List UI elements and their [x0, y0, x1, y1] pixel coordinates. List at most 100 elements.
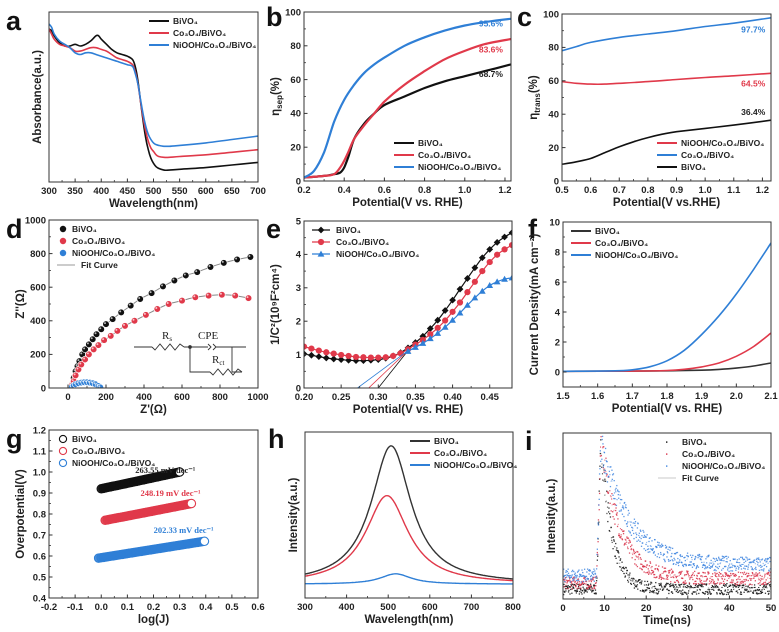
- data-point: [670, 547, 672, 549]
- data-point: [697, 572, 699, 574]
- data-point: [671, 571, 673, 573]
- data-point: [593, 587, 595, 589]
- equivalent-circuit-inset: [134, 343, 246, 376]
- data-point: [670, 568, 673, 570]
- data-point: [663, 567, 666, 569]
- data-point: [608, 507, 610, 509]
- data-point: [753, 561, 755, 564]
- panel-label: g: [6, 424, 23, 454]
- data-point: [751, 584, 753, 586]
- x-tick-label: 0.6: [584, 185, 597, 196]
- data-point: [706, 591, 709, 594]
- data-point: [751, 567, 753, 569]
- data-point: [628, 512, 630, 514]
- data-point: [570, 574, 572, 577]
- data-point: [744, 583, 746, 585]
- data-point: [575, 590, 577, 592]
- data-point: [613, 540, 615, 542]
- data-point: [686, 570, 688, 572]
- data-point-triangle: [464, 301, 471, 308]
- data-point: [735, 567, 737, 569]
- data-point: [665, 584, 667, 586]
- data-point-circle: [382, 354, 389, 361]
- data-point: [752, 574, 754, 576]
- x-tick-label: 1.8: [660, 391, 673, 402]
- data-point: [206, 263, 215, 271]
- annotation: 36.4%: [741, 107, 766, 117]
- data-point: [721, 586, 723, 589]
- legend-label: BiVO₄: [173, 16, 198, 26]
- x-tick-label: 0.5: [225, 602, 239, 613]
- data-point: [573, 584, 575, 587]
- x-tick-label: 350: [67, 186, 83, 197]
- data-point: [704, 564, 706, 567]
- data-point: [615, 542, 617, 545]
- data-point: [699, 555, 701, 558]
- data-point: [715, 557, 718, 560]
- data-point: [587, 584, 590, 586]
- data-point: [585, 583, 587, 585]
- data-point: [564, 588, 567, 590]
- cpe-element-icon: [207, 343, 217, 351]
- y-tick-label: 80: [290, 41, 301, 52]
- data-point: [768, 573, 770, 575]
- data-point: [607, 492, 609, 495]
- data-point: [568, 579, 570, 582]
- data-point: [645, 584, 648, 586]
- data-point: [728, 592, 730, 594]
- data-point: [741, 556, 743, 558]
- data-point: [636, 581, 638, 583]
- data-point: [738, 583, 741, 586]
- data-point: [602, 443, 604, 445]
- data-point: [746, 591, 749, 593]
- data-point: [690, 561, 692, 563]
- data-point-highlight: [83, 347, 86, 350]
- data-point: [650, 548, 653, 551]
- data-point: [763, 585, 765, 587]
- data-point: [683, 583, 685, 586]
- data-point: [595, 582, 597, 584]
- data-point: [673, 562, 675, 565]
- circuit-label-rs: Rs: [162, 330, 172, 343]
- data-point: [614, 523, 616, 525]
- data-point: [702, 564, 704, 566]
- data-point: [712, 586, 715, 588]
- circuit-label-cpe: CPE: [198, 330, 218, 342]
- data-point: [618, 510, 621, 512]
- data-point: [566, 574, 568, 576]
- data-point: [676, 579, 678, 582]
- data-point: [763, 568, 765, 570]
- data-point: [751, 571, 753, 574]
- data-point: [654, 554, 657, 556]
- data-point-circle: [323, 349, 330, 356]
- data-point: [640, 545, 643, 547]
- data-point: [726, 569, 729, 571]
- data-point-highlight: [161, 284, 163, 287]
- data-point: [761, 583, 763, 586]
- data-point: [659, 544, 661, 547]
- data-point: [768, 592, 770, 595]
- data-point: [579, 575, 582, 577]
- data-point: [613, 492, 616, 494]
- data-point: [755, 575, 757, 577]
- x-tick-label: 800: [505, 602, 521, 613]
- y-tick-label: 1.2: [33, 425, 46, 436]
- data-point: [708, 572, 710, 574]
- legend-item: BiVO₄: [149, 16, 198, 26]
- data-point: [747, 572, 750, 575]
- data-point: [731, 582, 733, 584]
- data-point: [767, 557, 769, 560]
- data-point: [738, 576, 740, 578]
- data-point: [588, 573, 590, 575]
- data-point: [658, 577, 660, 580]
- data-point: [618, 556, 620, 558]
- data-point: [585, 580, 588, 583]
- data-point: [712, 579, 714, 581]
- circuit-wire: [231, 347, 242, 373]
- data-point: [571, 578, 574, 580]
- data-point: [768, 570, 770, 572]
- data-point: [581, 569, 583, 571]
- data-point: [715, 573, 717, 575]
- data-point: [680, 577, 683, 579]
